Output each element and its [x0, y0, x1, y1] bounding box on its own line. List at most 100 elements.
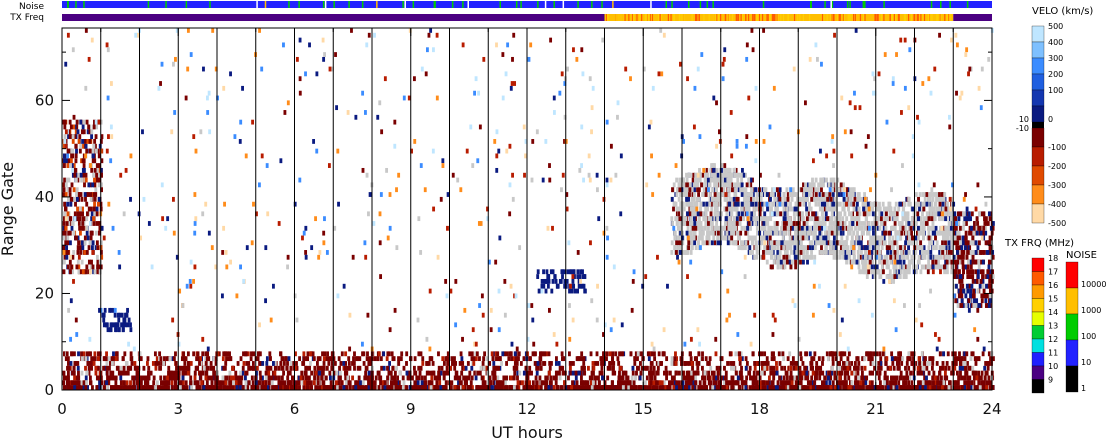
near-range-cell [206, 351, 210, 357]
near-range-cell [491, 370, 495, 376]
near-range-cell [180, 356, 184, 362]
ground-scatter-cell [813, 254, 817, 260]
txfreq-strip-mark [832, 14, 834, 21]
near-range-cell [567, 375, 570, 381]
near-range-cell [390, 385, 393, 390]
near-range-cell [907, 351, 911, 357]
near-range-cell [207, 356, 211, 362]
near-range-cell [582, 380, 586, 386]
near-range-cell [734, 370, 738, 376]
near-range-cell [838, 375, 842, 381]
near-range-cell [842, 365, 846, 371]
txfreq-strip-mark [782, 14, 785, 21]
near-range-cell [925, 365, 929, 371]
ground-scatter-cell [760, 235, 764, 241]
near-range-cell [214, 380, 218, 386]
near-range-cell [77, 380, 81, 386]
near-range-cell [182, 351, 186, 357]
near-range-cell [461, 365, 465, 371]
near-range-cell [958, 365, 962, 371]
ground-scatter-cell [820, 187, 823, 193]
near-range-cell [980, 370, 984, 376]
near-range-cell [707, 361, 711, 366]
near-range-cell [804, 351, 808, 357]
near-range-cell [85, 380, 89, 386]
near-range-cell [757, 370, 761, 376]
txfreq-strip-mark [826, 14, 828, 21]
near-range-cell [753, 375, 757, 381]
ground-scatter-cell [931, 196, 935, 202]
near-range-cell [182, 365, 186, 371]
near-range-cell [600, 370, 604, 376]
near-range-cell [344, 351, 348, 357]
near-range-cell [577, 370, 581, 376]
ground-scatter-cell [803, 230, 807, 236]
near-range-cell [65, 351, 69, 357]
ground-scatter-cell [951, 264, 955, 270]
near-range-cell [244, 380, 248, 386]
near-range-cell [814, 365, 818, 371]
near-range-cell [348, 365, 352, 371]
ground-scatter-cell [906, 264, 910, 270]
noise-strip-mark [601, 1, 603, 8]
near-range-cell [67, 375, 70, 381]
near-range-cell [210, 375, 214, 381]
ground-scatter-cell [860, 230, 864, 236]
near-range-cell [986, 365, 990, 371]
txfreq-strip-mark [660, 14, 662, 21]
near-range-cell [928, 361, 931, 366]
near-range-cell [553, 375, 557, 381]
ground-scatter-cell [773, 221, 777, 226]
near-range-cell [512, 385, 516, 390]
near-range-cell [374, 375, 378, 381]
near-range-cell [899, 385, 903, 390]
near-range-cell [467, 375, 471, 381]
ground-scatter-cell [678, 206, 682, 212]
near-range-cell [645, 375, 649, 381]
near-range-cell [290, 385, 293, 390]
near-range-cell [925, 375, 928, 381]
near-range-cell [366, 351, 369, 357]
ground-scatter-cell [753, 254, 757, 260]
near-range-cell [221, 356, 225, 362]
near-range-cell [275, 385, 279, 390]
near-range-cell [751, 385, 755, 390]
near-range-cell [611, 370, 615, 376]
near-range-cell [889, 380, 892, 386]
ground-scatter-cell [755, 225, 759, 231]
near-range-cell [110, 356, 114, 362]
near-range-cell [897, 356, 901, 362]
ground-scatter-cell [730, 206, 734, 212]
near-range-cell [555, 361, 558, 366]
ground-scatter-cell [840, 250, 844, 255]
near-range-cell [764, 380, 767, 386]
near-range-cell [786, 385, 790, 390]
ground-scatter-cell [767, 201, 771, 207]
ground-scatter-cell [734, 182, 738, 188]
near-range-cell [159, 365, 162, 371]
near-range-cell [795, 385, 799, 390]
txfreq-strip-mark [650, 14, 652, 21]
near-range-cell [414, 385, 418, 390]
near-range-cell [401, 375, 405, 381]
ground-scatter-cell [750, 221, 754, 226]
near-range-cell [574, 370, 577, 376]
near-range-cell [132, 380, 136, 386]
near-range-cell [308, 361, 312, 366]
ground-scatter-cell [692, 182, 696, 188]
txfreq-strip-mark [822, 14, 825, 21]
ground-scatter-cell [867, 221, 870, 226]
near-range-cell [534, 351, 537, 357]
near-range-cell [650, 361, 654, 366]
near-range-cell [467, 385, 470, 390]
near-range-cell [119, 380, 123, 386]
near-range-cell [829, 375, 833, 381]
near-range-cell [170, 385, 174, 390]
ground-scatter-cell [745, 206, 749, 212]
ground-scatter-cell [759, 254, 763, 260]
near-range-cell [450, 380, 454, 386]
ground-scatter-cell [686, 225, 690, 231]
near-range-cell [497, 365, 501, 371]
near-range-cell [707, 375, 711, 381]
txfreq-strip-mark [641, 14, 643, 21]
